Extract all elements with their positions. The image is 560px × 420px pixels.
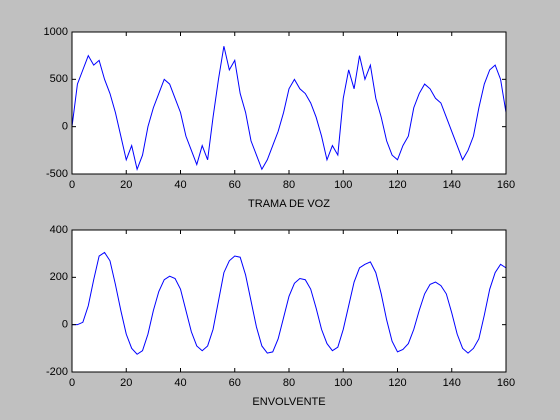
x-tick-label: 0 [69,377,75,389]
y-tick-label: 0 [62,121,68,133]
plot-area [72,230,506,372]
y-tick-label: -500 [46,168,68,180]
y-tick-label: -200 [46,366,68,378]
x-tick-label: 0 [69,179,75,191]
x-tick-label: 140 [443,377,461,389]
x-tick-label: 120 [388,377,406,389]
x-tick-label: 160 [497,179,515,191]
x-axis-label: ENVOLVENTE [252,396,325,408]
x-tick-label: 60 [229,377,241,389]
x-tick-label: 20 [120,179,132,191]
x-tick-label: 80 [283,179,295,191]
y-tick-label: 0 [62,319,68,331]
data-line [72,251,507,355]
x-tick-label: 40 [174,377,186,389]
plot-area [72,32,506,174]
y-tick-label: 200 [50,271,68,283]
x-tick-label: 140 [443,179,461,191]
x-tick-label: 80 [283,377,295,389]
x-tick-label: 100 [334,179,352,191]
y-tick-label: 500 [50,73,68,85]
x-tick-label: 100 [334,377,352,389]
x-tick-label: 60 [229,179,241,191]
data-line [71,46,507,171]
x-tick-label: 20 [120,377,132,389]
y-tick-label: 400 [50,224,68,236]
x-tick-label: 160 [497,377,515,389]
y-tick-label: 1000 [44,26,68,38]
x-axis-label: TRAMA DE VOZ [248,198,330,210]
x-tick-label: 120 [388,179,406,191]
x-tick-label: 40 [174,179,186,191]
